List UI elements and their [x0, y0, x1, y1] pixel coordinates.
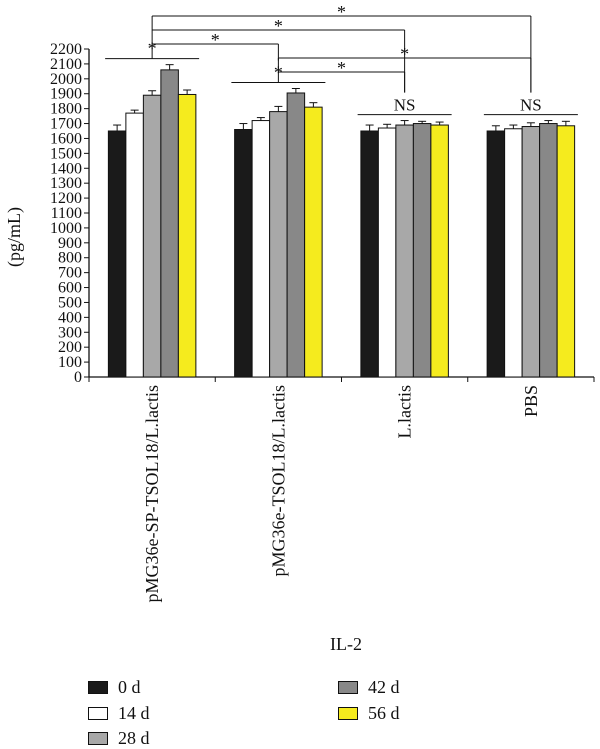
y-tick-label: 400 [58, 309, 82, 326]
y-tick-label: 2100 [50, 56, 82, 73]
axis-layer: 0100200300400500600700800900100011001200… [50, 41, 595, 603]
x-tick-label: L.lactis [395, 385, 415, 438]
y-tick-label: 200 [58, 339, 82, 356]
bar [430, 124, 449, 378]
bar [504, 128, 523, 378]
y-tick-label: 2200 [50, 41, 82, 58]
bracket-label: * [337, 2, 346, 22]
bar [107, 130, 127, 378]
bar [539, 123, 558, 378]
bar [486, 130, 506, 378]
y-tick-label: 1100 [51, 205, 82, 222]
bar [269, 111, 288, 378]
y-tick-label: 800 [58, 250, 82, 267]
bracket-label: * [400, 44, 409, 64]
bar [234, 129, 253, 378]
bracket-label: * [337, 58, 346, 78]
bar [286, 92, 306, 378]
bar [556, 125, 576, 378]
y-tick-label: 300 [58, 324, 82, 341]
y-tick-label: 0 [74, 369, 82, 386]
y-tick-label: 1800 [50, 101, 82, 118]
y-tick-label: 1600 [50, 130, 82, 147]
x-tick-label: pMG36e-TSOL18/L.lactis [268, 385, 288, 576]
bar [412, 123, 432, 378]
bar [377, 127, 397, 378]
bar [360, 130, 379, 378]
y-tick-label: 1700 [50, 116, 82, 133]
bar [395, 124, 414, 378]
y-tick-label: 1200 [50, 190, 82, 207]
y-tick-label: 500 [58, 294, 82, 311]
y-tick-label: 700 [58, 265, 82, 282]
x-tick-label: pMG36e-SP-TSOL18/L.lactis [142, 385, 162, 603]
bar [251, 120, 271, 378]
bracket-label: * [274, 16, 283, 36]
y-tick-label: 1300 [50, 175, 82, 192]
y-tick-label: 1400 [50, 160, 82, 177]
bar [160, 69, 179, 378]
bar [304, 106, 323, 378]
y-tick-label: 100 [58, 354, 82, 371]
y-tick-label: 1000 [50, 220, 82, 237]
bar [125, 112, 144, 378]
y-tick-label: 2000 [50, 71, 82, 88]
significance-label: NS [520, 96, 542, 115]
bar [177, 93, 197, 378]
chart-title: IL-2 [330, 634, 362, 654]
significance-label: NS [394, 96, 416, 115]
y-tick-label: 1900 [50, 86, 82, 103]
bars-layer [107, 64, 576, 378]
y-tick-label: 600 [58, 280, 82, 297]
bar [521, 126, 541, 378]
x-tick-label: PBS [521, 385, 541, 417]
y-tick-label: 900 [58, 235, 82, 252]
y-tick-label: 1500 [50, 145, 82, 162]
bar [142, 94, 162, 378]
y-axis-label: (pg/mL) [4, 207, 25, 267]
annotation-layer: **NS NS***** [105, 2, 578, 116]
bracket-label: * [211, 30, 220, 50]
